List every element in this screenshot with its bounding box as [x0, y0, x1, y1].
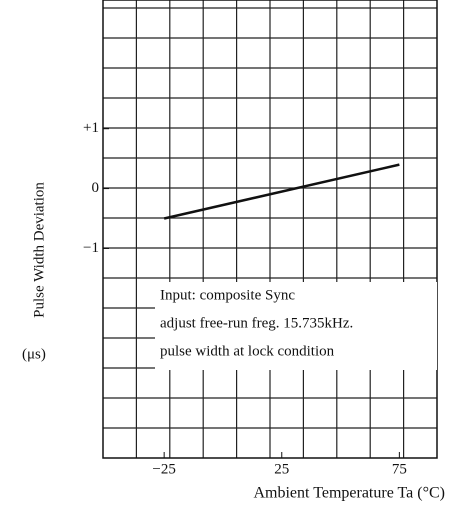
- x-tick-label: 75: [392, 461, 407, 477]
- annotation-line: adjust free-run freg. 15.735kHz.: [160, 315, 353, 331]
- annotation-line: Input: composite Sync: [160, 287, 295, 303]
- y-tick-label: +1: [83, 120, 99, 136]
- data-line: [163, 163, 400, 220]
- plot-frame: [102, 0, 438, 459]
- y-tick-label: −1: [83, 240, 99, 256]
- y-axis-unit: (μs): [22, 346, 46, 362]
- grid: [102, 0, 438, 459]
- annotation-box: [155, 282, 437, 370]
- x-tick-label: −25: [152, 461, 175, 477]
- x-axis-label: Ambient Temperature Ta (°C): [253, 485, 445, 502]
- x-tick-label: 25: [274, 461, 289, 477]
- y-tick-label: 0: [92, 180, 100, 196]
- y-axis-label: Pulse Width Deviation: [31, 182, 47, 318]
- annotation-line: pulse width at lock condition: [160, 343, 335, 359]
